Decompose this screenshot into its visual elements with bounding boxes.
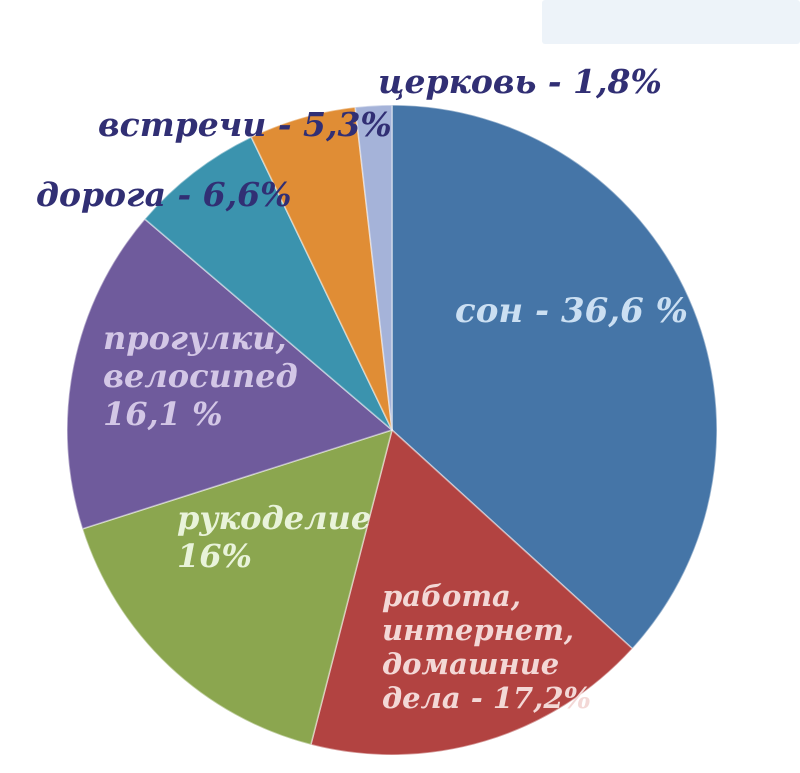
pie-slice-road (144, 136, 393, 431)
label-crafts: рукоделие 16% (177, 499, 372, 575)
pie-slice-church (354, 104, 393, 431)
label-road: дорога - 6,6% (36, 175, 292, 214)
pie-slice-sleep (391, 104, 718, 650)
pie-slice-meetings (250, 106, 393, 431)
label-meetings: встречи - 5,3% (98, 105, 392, 144)
label-walks: прогулки, велосипед 16,1 % (103, 319, 298, 433)
background-tint (542, 0, 800, 44)
label-sleep: сон - 36,6 % (455, 291, 688, 331)
pie-slice-crafts (81, 429, 393, 746)
label-work: работа, интернет, домашние дела - 17,2% (382, 579, 592, 715)
label-church: церковь - 1,8% (378, 62, 662, 101)
pie-slice-work (310, 429, 634, 756)
pie-slice-walks (66, 218, 393, 530)
